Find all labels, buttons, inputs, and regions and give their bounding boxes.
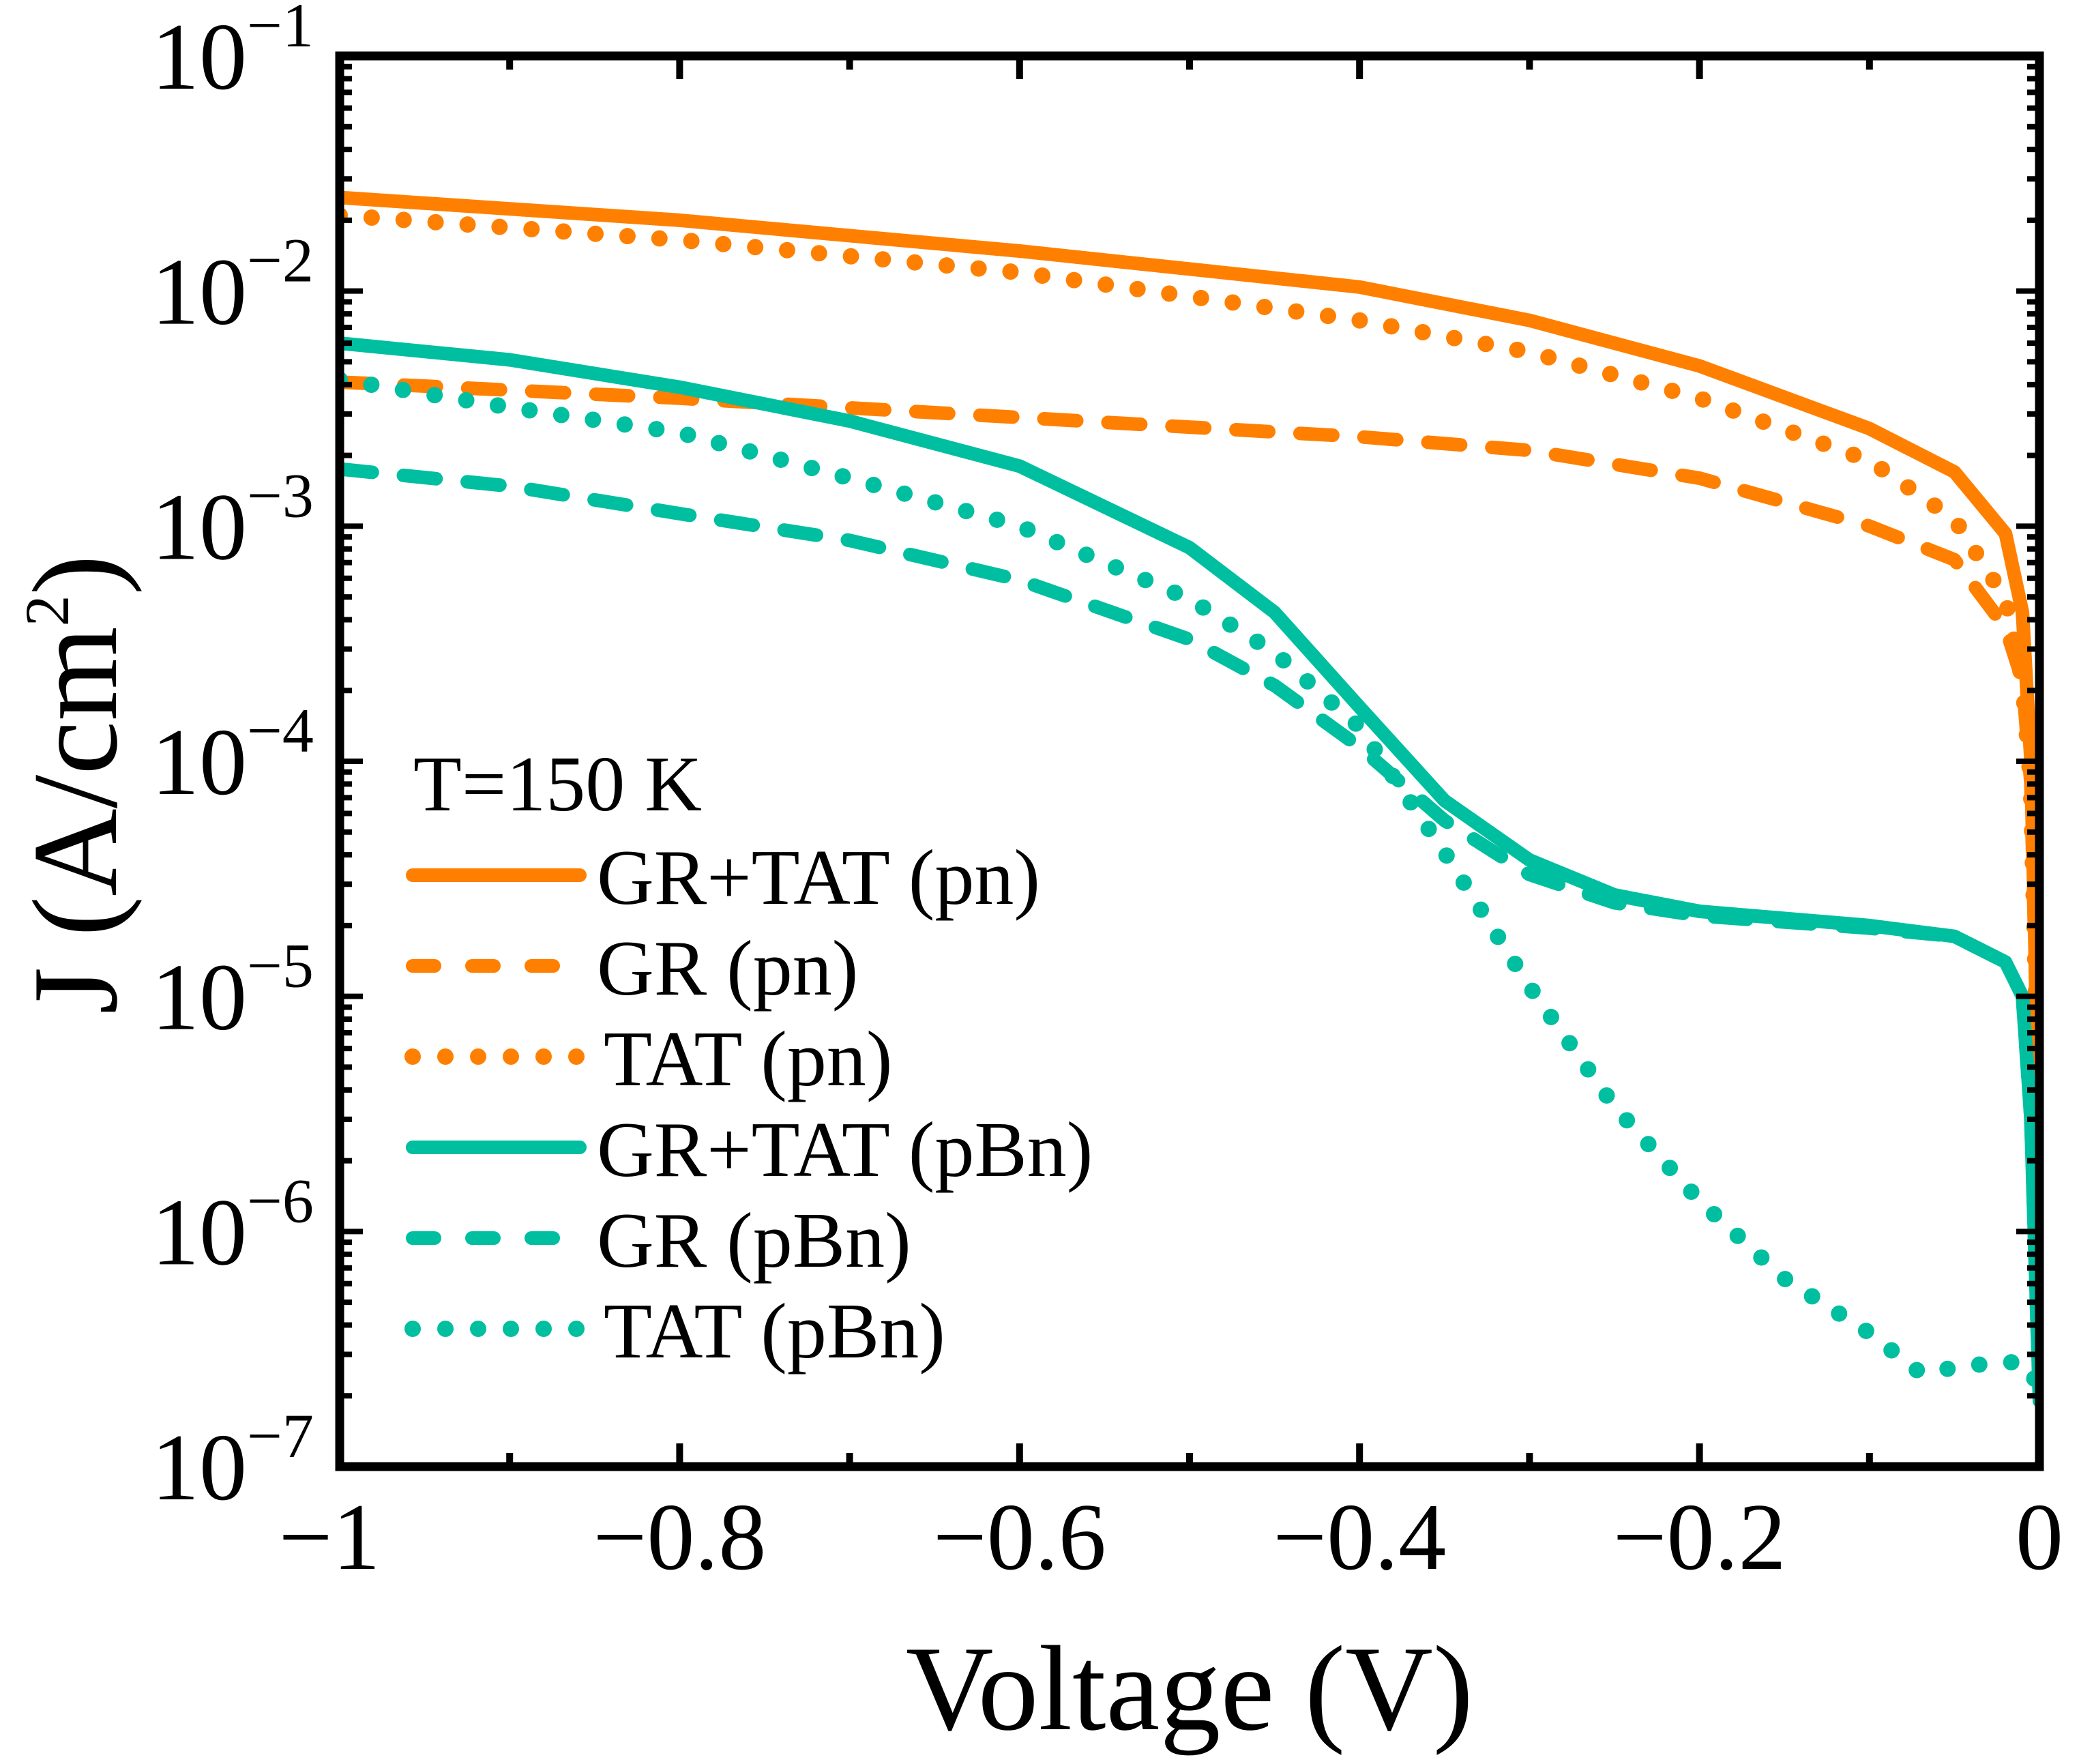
y-tick-label: 10−6 [151, 1166, 314, 1285]
series-line-gr-pbn- [340, 462, 2039, 1408]
legend-label: GR+TAT (pn) [597, 834, 1040, 922]
legend-label: TAT (pn) [604, 1016, 893, 1103]
x-tick-label: −1 [279, 1484, 381, 1590]
legend-label: GR (pn) [597, 925, 858, 1012]
legend: GR+TAT (pn)GR (pn)TAT (pn)GR+TAT (pBn)GR… [404, 834, 1093, 1375]
y-tick-base: 10 [151, 709, 247, 815]
y-tick-exp: −5 [247, 931, 314, 1001]
y-tick-label: 10−4 [151, 696, 314, 815]
x-tick-label: −0.6 [933, 1484, 1106, 1590]
plot-frame [335, 51, 2044, 1471]
y-tick-exp: −6 [247, 1166, 314, 1235]
y-tick-label: 10−2 [151, 226, 314, 345]
series-line-gr-tat-pbn- [340, 336, 2039, 1408]
y-tick-label: 10−1 [151, 0, 314, 110]
legend-label: GR+TAT (pBn) [597, 1106, 1093, 1194]
y-tick-labels: 10−110−210−310−410−510−610−7 [151, 0, 314, 1520]
y-tick-exp: −2 [247, 226, 314, 295]
y-tick-label: 10−7 [151, 1401, 314, 1520]
y-tick-base: 10 [151, 474, 247, 580]
y-tick-base: 10 [151, 4, 247, 110]
legend-title: T=150 K [413, 741, 702, 828]
x-tick-label: −0.4 [1273, 1484, 1446, 1590]
y-axis-title-main: J (A/cm [8, 626, 143, 1014]
series-line-tat-pn- [340, 207, 2039, 1221]
y-tick-base: 10 [151, 1415, 247, 1520]
x-tick-labels: −1 −0.8 −0.6 −0.4 −0.2 0 [279, 1484, 2063, 1590]
y-axis-title-sup: 2 [12, 595, 82, 626]
y-axis-title-end: ) [8, 555, 143, 595]
y-tick-base: 10 [151, 239, 247, 345]
series-line-tat-pbn- [340, 371, 2039, 1394]
y-tick-label: 10−5 [151, 931, 314, 1050]
series-line-gr-tat-pn- [340, 190, 2039, 1220]
x-tick-label: 0 [2016, 1484, 2063, 1590]
y-tick-exp: −7 [247, 1401, 314, 1471]
y-tick-exp: −3 [247, 460, 314, 530]
y-axis-title: J (A/cm2) [8, 555, 143, 1014]
y-tick-base: 10 [151, 945, 247, 1050]
legend-label: TAT (pBn) [604, 1288, 945, 1375]
x-axis-title: Voltage (V) [906, 1621, 1473, 1756]
y-tick-label: 10−3 [151, 460, 314, 580]
y-tick-exp: −4 [247, 696, 314, 765]
x-tick-label: −0.2 [1613, 1484, 1786, 1590]
legend-label: GR (pBn) [597, 1197, 911, 1284]
y-tick-base: 10 [151, 1179, 247, 1285]
x-tick-label: −0.8 [593, 1484, 766, 1590]
y-tick-exp: −1 [247, 0, 314, 60]
